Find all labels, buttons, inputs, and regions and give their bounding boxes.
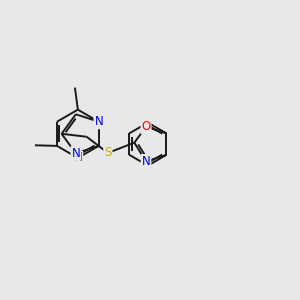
Text: S: S (104, 146, 112, 159)
Text: N: N (74, 152, 82, 164)
Text: N: N (71, 147, 80, 160)
Text: N: N (142, 155, 150, 168)
Text: O: O (141, 120, 151, 133)
Text: N: N (94, 115, 103, 128)
